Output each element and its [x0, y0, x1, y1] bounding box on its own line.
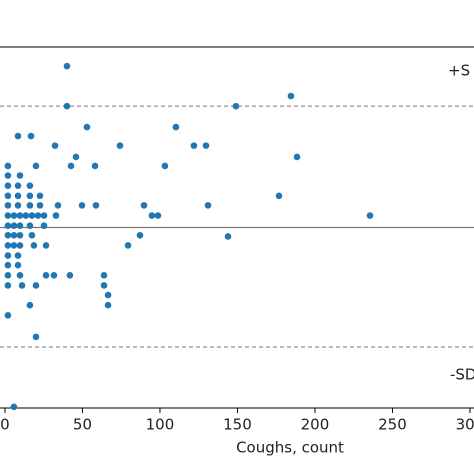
point — [124, 242, 132, 249]
point — [63, 102, 71, 110]
point — [10, 403, 18, 411]
point — [172, 123, 180, 131]
point — [190, 142, 198, 149]
point — [14, 132, 22, 140]
point — [83, 123, 91, 131]
x-tick-label: 50 — [73, 416, 92, 434]
point — [275, 192, 283, 200]
point — [36, 202, 44, 209]
point — [26, 222, 34, 230]
point — [28, 231, 36, 239]
point — [232, 102, 240, 110]
point — [78, 202, 86, 209]
point — [14, 192, 22, 200]
point — [42, 272, 50, 279]
point — [16, 222, 24, 230]
point — [16, 242, 24, 249]
point — [4, 172, 12, 179]
point — [40, 212, 48, 219]
point — [18, 282, 26, 289]
point — [66, 272, 74, 279]
point — [32, 162, 40, 170]
point — [26, 202, 34, 209]
point — [4, 231, 12, 239]
point — [287, 92, 295, 100]
point — [4, 212, 12, 219]
point — [26, 301, 34, 309]
point — [16, 272, 24, 279]
point — [4, 252, 12, 259]
point — [4, 261, 12, 269]
x-tick-label: 300 — [456, 416, 474, 434]
point — [366, 212, 374, 219]
point — [100, 282, 108, 289]
point — [10, 242, 18, 249]
x-tick-label: 200 — [301, 416, 330, 434]
point — [91, 162, 99, 170]
point — [16, 231, 24, 239]
x-axis-label: Coughs, count — [236, 439, 344, 457]
point — [26, 192, 34, 200]
point — [10, 222, 18, 230]
point — [154, 212, 162, 219]
point — [4, 182, 12, 189]
point — [28, 212, 36, 219]
point — [67, 162, 75, 170]
point — [10, 231, 18, 239]
point — [14, 252, 22, 259]
point — [4, 312, 12, 319]
point — [104, 301, 112, 309]
point — [202, 142, 210, 149]
point — [4, 192, 12, 200]
point — [4, 202, 12, 209]
point — [92, 202, 100, 209]
annotation: +S — [448, 62, 470, 80]
point — [104, 291, 112, 299]
x-tick-label: 0 — [0, 416, 10, 434]
point — [4, 282, 12, 289]
point — [36, 192, 44, 200]
point — [14, 261, 22, 269]
point — [4, 162, 12, 170]
point — [42, 242, 50, 249]
point — [51, 142, 59, 149]
point — [40, 222, 48, 230]
point — [4, 242, 12, 249]
point — [30, 242, 38, 249]
point — [32, 282, 40, 289]
point — [14, 182, 22, 189]
point — [10, 212, 18, 219]
point — [27, 132, 35, 140]
point — [63, 62, 71, 70]
point — [136, 231, 144, 239]
x-tick-label: 100 — [146, 416, 175, 434]
x-tick-label: 150 — [223, 416, 252, 434]
x-tick-label: 250 — [378, 416, 407, 434]
point — [116, 142, 124, 149]
point — [16, 212, 24, 219]
point — [148, 212, 156, 219]
point — [100, 272, 108, 279]
point — [54, 202, 62, 209]
point — [16, 172, 24, 179]
point — [50, 272, 58, 279]
point — [32, 333, 40, 341]
point — [204, 202, 212, 209]
point — [4, 222, 12, 230]
point — [161, 162, 169, 170]
annotation: -SD — [450, 366, 474, 384]
point — [4, 272, 12, 279]
point — [34, 212, 42, 219]
point — [52, 212, 60, 219]
point — [26, 182, 34, 189]
point — [140, 202, 148, 209]
point — [14, 202, 22, 209]
point — [22, 212, 30, 219]
point — [293, 153, 301, 161]
point — [72, 153, 80, 161]
point — [224, 233, 232, 240]
